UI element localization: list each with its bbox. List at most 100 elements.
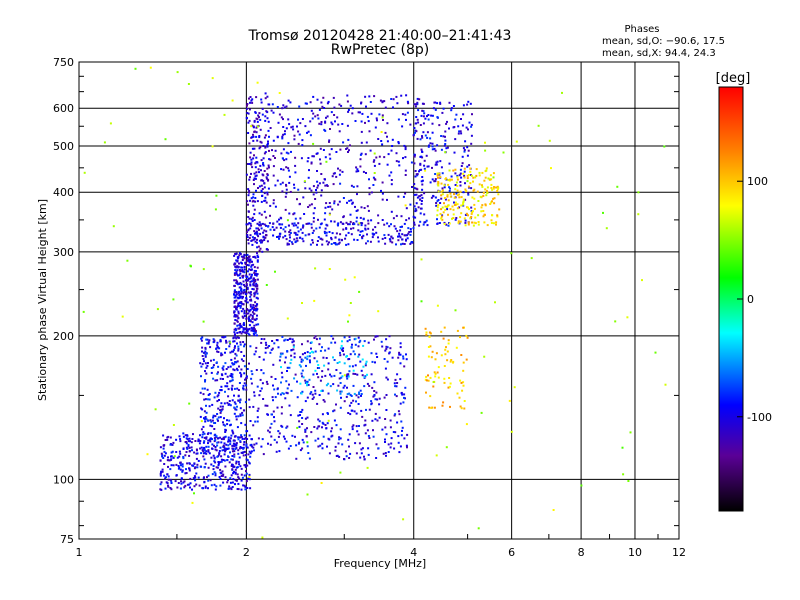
data-point bbox=[251, 445, 254, 448]
cluster-F1-cyan bbox=[279, 337, 368, 396]
data-point bbox=[327, 368, 330, 371]
data-point bbox=[390, 171, 393, 174]
data-point bbox=[212, 414, 215, 417]
data-point bbox=[191, 501, 194, 504]
data-point bbox=[325, 357, 328, 359]
data-point bbox=[376, 119, 378, 122]
data-point bbox=[289, 190, 292, 193]
data-point bbox=[240, 479, 243, 482]
data-point bbox=[213, 428, 216, 430]
data-point bbox=[199, 362, 202, 365]
data-point bbox=[253, 281, 256, 284]
data-point bbox=[255, 334, 258, 337]
data-point bbox=[437, 184, 440, 187]
data-point bbox=[220, 460, 223, 463]
data-point bbox=[247, 242, 250, 245]
data-point bbox=[386, 198, 388, 201]
data-point bbox=[244, 291, 246, 294]
data-point bbox=[266, 346, 269, 349]
data-point bbox=[249, 455, 252, 458]
data-point bbox=[463, 170, 466, 173]
data-point bbox=[415, 209, 418, 212]
data-point bbox=[238, 268, 241, 271]
data-point bbox=[337, 242, 340, 245]
data-point bbox=[235, 460, 238, 463]
data-point bbox=[381, 101, 384, 104]
data-point bbox=[279, 393, 282, 396]
data-point bbox=[252, 238, 255, 241]
data-point bbox=[164, 477, 167, 480]
data-point bbox=[292, 344, 295, 347]
data-point bbox=[396, 230, 399, 233]
data-point bbox=[255, 274, 258, 277]
data-point bbox=[268, 166, 270, 169]
data-point bbox=[250, 125, 253, 128]
data-point bbox=[469, 167, 472, 170]
data-point bbox=[421, 109, 424, 112]
data-point bbox=[452, 169, 455, 172]
data-point bbox=[311, 398, 314, 400]
data-point bbox=[403, 437, 406, 440]
data-point bbox=[251, 373, 254, 376]
data-point bbox=[224, 435, 227, 438]
data-point bbox=[377, 236, 379, 239]
data-point bbox=[389, 347, 392, 350]
data-point bbox=[359, 360, 362, 363]
data-point bbox=[179, 487, 182, 490]
data-point bbox=[296, 426, 299, 429]
data-point bbox=[286, 425, 289, 428]
data-point bbox=[213, 440, 216, 443]
data-point bbox=[192, 433, 194, 436]
data-point bbox=[237, 452, 240, 455]
data-point bbox=[258, 185, 261, 188]
data-point bbox=[360, 141, 363, 144]
data-point bbox=[164, 452, 167, 455]
data-point bbox=[434, 180, 437, 183]
data-point bbox=[186, 462, 189, 465]
data-point bbox=[308, 187, 311, 190]
data-point bbox=[339, 406, 342, 409]
data-point bbox=[295, 237, 298, 240]
data-point bbox=[426, 131, 429, 134]
data-point bbox=[235, 329, 238, 332]
data-point bbox=[293, 231, 296, 234]
data-point bbox=[248, 217, 251, 220]
data-point bbox=[431, 166, 433, 169]
data-point bbox=[242, 292, 245, 295]
data-point bbox=[220, 385, 223, 388]
data-point bbox=[322, 181, 325, 184]
data-point bbox=[317, 218, 319, 221]
data-point bbox=[405, 238, 407, 241]
data-point bbox=[449, 195, 452, 198]
data-point bbox=[222, 368, 225, 371]
data-point bbox=[390, 223, 392, 226]
data-point bbox=[437, 176, 439, 179]
data-point bbox=[339, 351, 341, 354]
data-point bbox=[356, 373, 359, 376]
data-point bbox=[250, 293, 253, 296]
data-point bbox=[459, 216, 462, 219]
data-point bbox=[249, 269, 252, 271]
data-point bbox=[285, 391, 288, 394]
data-point bbox=[434, 178, 437, 181]
data-point bbox=[367, 435, 370, 437]
data-point bbox=[207, 450, 210, 453]
data-point bbox=[424, 327, 427, 330]
data-point bbox=[193, 451, 196, 454]
data-point bbox=[439, 202, 442, 204]
data-point bbox=[295, 224, 298, 227]
data-point bbox=[256, 254, 259, 257]
data-point bbox=[473, 207, 476, 210]
data-point bbox=[380, 131, 383, 133]
data-point bbox=[548, 139, 551, 142]
data-point bbox=[316, 402, 319, 405]
data-point bbox=[248, 237, 251, 239]
data-point bbox=[343, 400, 346, 403]
data-point bbox=[262, 157, 265, 160]
data-point bbox=[273, 420, 276, 423]
data-point bbox=[339, 221, 342, 224]
data-point bbox=[400, 215, 403, 218]
data-point bbox=[262, 372, 265, 375]
data-point bbox=[260, 387, 263, 390]
data-point bbox=[236, 387, 239, 390]
